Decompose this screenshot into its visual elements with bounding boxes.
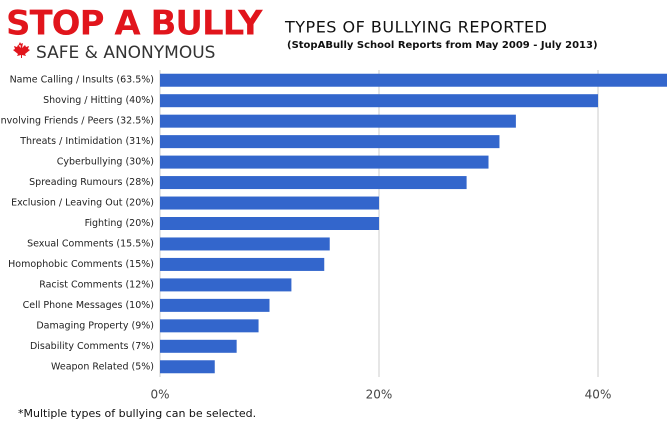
bar [160, 217, 380, 230]
footnote: *Multiple types of bullying can be selec… [18, 407, 256, 420]
chart-subtitle: (StopABully School Reports from May 2009… [287, 40, 598, 51]
bar [160, 135, 500, 149]
y-tick-label: Threats / Intimidation (31%) [19, 136, 154, 147]
x-tick-label: 40% [585, 388, 612, 402]
x-tick-label: 0% [150, 388, 169, 402]
maple-leaf [13, 42, 30, 58]
logo-tagline: SAFE & ANONYMOUS [36, 43, 215, 63]
bar [160, 237, 330, 251]
y-tick-label: Damaging Property (9%) [36, 320, 154, 331]
y-tick-label: Homophobic Comments (15%) [8, 259, 154, 270]
bar [160, 360, 215, 374]
x-tick-label: 20% [366, 388, 393, 402]
bar [160, 278, 292, 292]
y-tick-label: Spreading Rumours (28%) [29, 177, 154, 188]
y-tick-label: Weapon Related (5%) [51, 361, 154, 372]
y-tick-label: Cyberbullying (30%) [57, 157, 154, 168]
y-tick-label: Shoving / Hitting (40%) [43, 95, 154, 106]
bar [160, 94, 599, 108]
bar [160, 196, 380, 210]
bar [160, 298, 270, 312]
y-tick-label: Disability Comments (7%) [30, 341, 154, 352]
bar [160, 339, 237, 353]
y-tick-label: Racist Comments (12%) [39, 279, 154, 290]
y-tick-label: Exclusion / Leaving Out (20%) [11, 198, 154, 209]
y-tick-label: Involving Friends / Peers (32.5%) [0, 116, 154, 127]
y-tick-label: Fighting (20%) [85, 218, 154, 229]
bar [160, 257, 325, 271]
bar [160, 319, 259, 333]
y-tick-label: Cell Phone Messages (10%) [23, 300, 154, 311]
bar [160, 155, 489, 169]
bar [160, 114, 516, 128]
y-tick-label: Sexual Comments (15.5%) [27, 238, 154, 249]
chart-title: TYPES OF BULLYING REPORTED [284, 18, 547, 37]
y-tick-label: Name Calling / Insults (63.5%) [10, 75, 154, 86]
bar [160, 176, 467, 190]
bar [160, 73, 667, 87]
logo-title: STOP A BULLY [6, 4, 263, 44]
